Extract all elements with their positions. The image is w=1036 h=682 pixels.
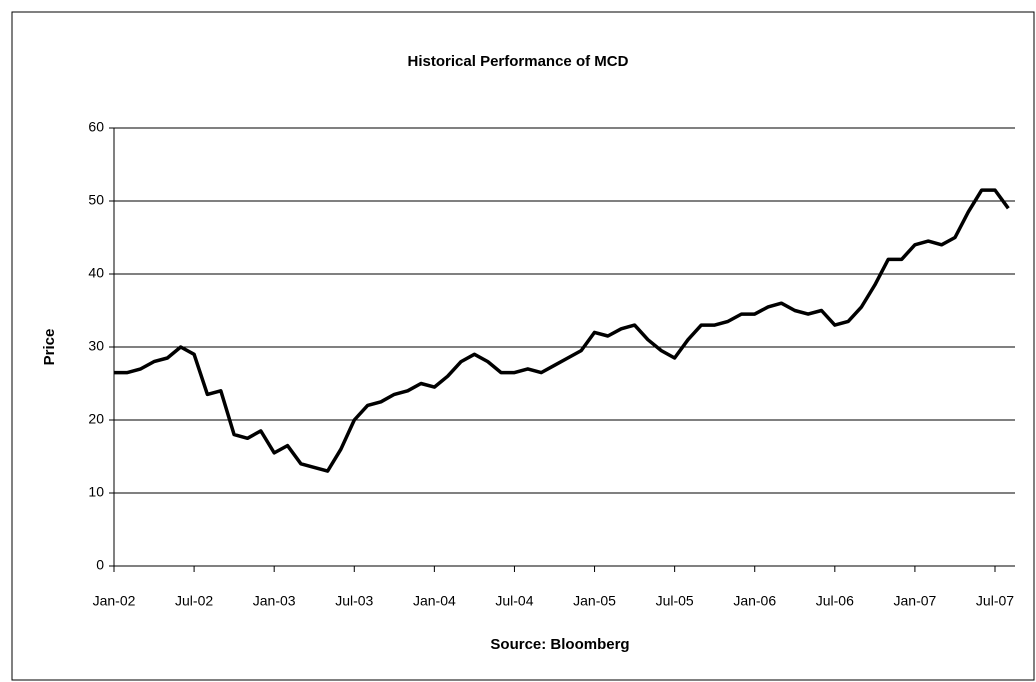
x-tick-label: Jul-07: [976, 593, 1014, 609]
x-tick-label: Jan-05: [573, 593, 616, 609]
y-tick-label: 20: [88, 411, 104, 427]
x-tick-label: Jan-04: [413, 593, 456, 609]
x-tick-label: Jul-05: [656, 593, 694, 609]
x-tick-label: Jan-06: [733, 593, 776, 609]
y-tick-label: 50: [88, 192, 104, 208]
x-tick-label: Jan-02: [93, 593, 136, 609]
y-tick-label: 40: [88, 265, 104, 281]
y-axis-label: Price: [41, 329, 58, 366]
price-line: [114, 188, 1010, 473]
y-tick-label: 0: [96, 557, 104, 573]
y-tick-label: 30: [88, 338, 104, 354]
y-tick-label: 60: [88, 119, 104, 135]
y-tick-label: 10: [88, 484, 104, 500]
x-tick-label: Jul-04: [495, 593, 533, 609]
chart-title: Historical Performance of MCD: [408, 53, 629, 70]
x-tick-label: Jul-02: [175, 593, 213, 609]
x-tick-label: Jan-03: [253, 593, 296, 609]
x-tick-label: Jul-03: [335, 593, 373, 609]
x-tick-label: Jul-06: [816, 593, 854, 609]
chart-frame: [11, 11, 1035, 681]
x-tick-label: Jan-07: [894, 593, 937, 609]
x-axis-label: Source: Bloomberg: [490, 636, 629, 653]
